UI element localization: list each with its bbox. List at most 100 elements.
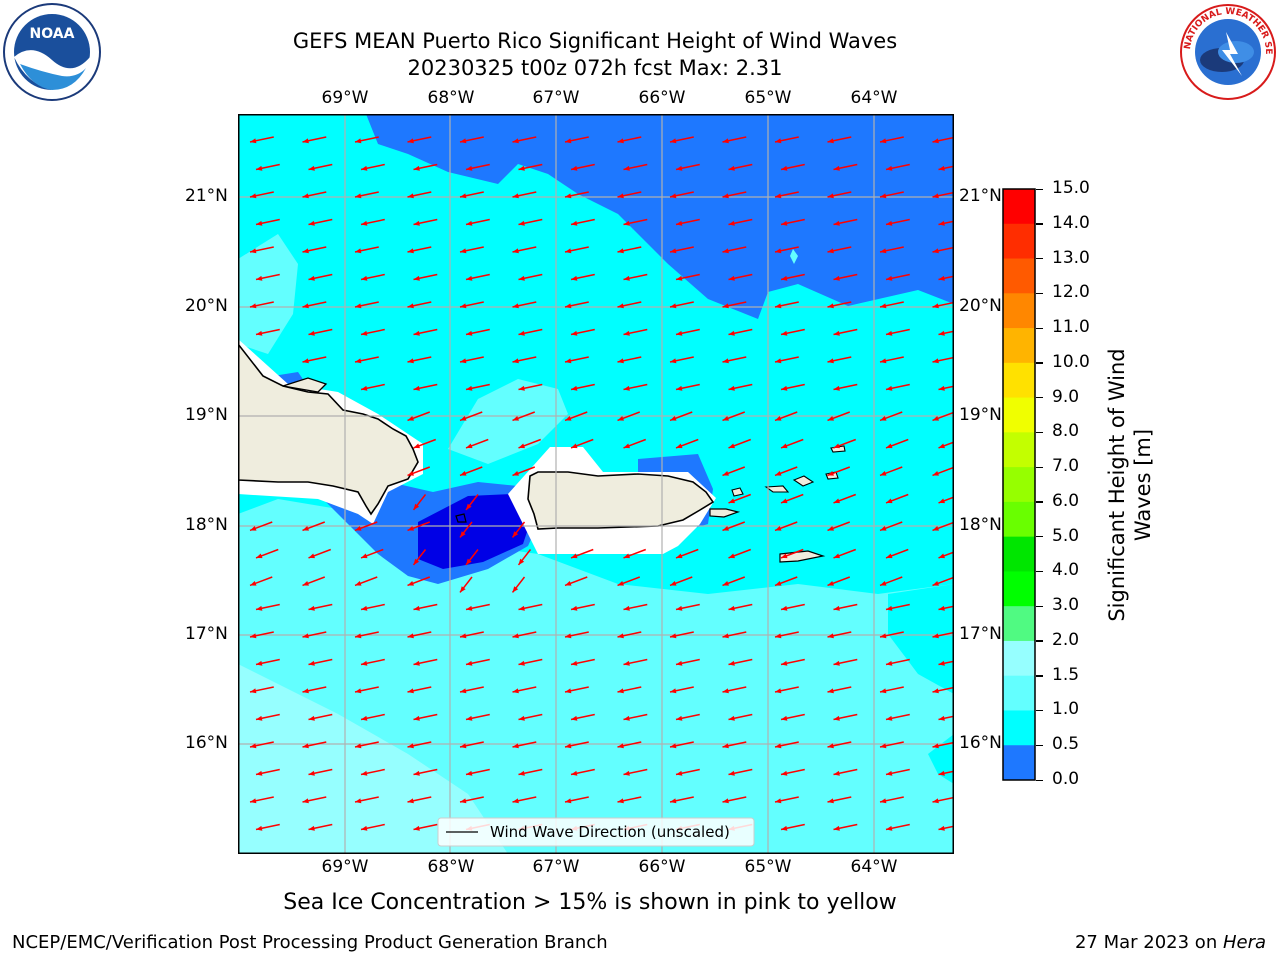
wave-arrow-head (302, 580, 309, 586)
wave-arrow-head (617, 580, 624, 586)
wave-arrow-head (518, 165, 525, 171)
wave-arrow-head (880, 248, 887, 254)
colorbar-label-line2: Waves [m] (1131, 428, 1155, 542)
colorbar-cell (1003, 223, 1035, 260)
wave-arrow-head (250, 688, 257, 694)
wave-arrow-head (512, 470, 519, 476)
wave-arrow-head (512, 688, 519, 694)
wave-arrow-head (938, 605, 945, 611)
wave-arrow-head (355, 193, 362, 199)
wave-arrow-head (827, 525, 834, 531)
wave-arrow-head (728, 275, 735, 281)
wave-arrow-head (932, 358, 939, 364)
wave-arrow-head (833, 385, 840, 391)
wave-arrow-head (355, 743, 362, 749)
lat-label: 19°N (959, 405, 1002, 425)
sea-ice-note: Sea Ice Concentration > 15% is shown in … (283, 890, 897, 915)
wave-arrow-head (565, 580, 572, 586)
wave-arrow-head (355, 633, 362, 639)
wave-arrow-head (355, 248, 362, 254)
nws-logo: NATIONAL WEATHER SERVICE (1178, 2, 1276, 100)
wave-arrow-head (565, 193, 572, 199)
wave-arrow-head (355, 688, 362, 694)
wave-arrow-head (565, 633, 572, 639)
wave-arrow-head (728, 498, 735, 504)
wave-arrow-head (413, 220, 420, 226)
wave-arrow-head (775, 798, 782, 804)
wave-arrow-head (512, 193, 519, 199)
wave-arrow-head (518, 605, 525, 611)
wave-arrow-head (518, 275, 525, 281)
wave-arrow-head (886, 385, 893, 391)
wave-arrow-head (571, 330, 578, 336)
wind-wave-direction-arrows (249, 136, 954, 831)
wave-arrow-head (565, 743, 572, 749)
colorbar-tick-mark (1036, 431, 1043, 434)
wave-arrow-head (413, 605, 420, 611)
wave-arrow-head (565, 303, 572, 309)
wave-arrow-head (932, 470, 939, 476)
wave-arrow-head (722, 580, 729, 586)
wave-arrow-head (728, 220, 735, 226)
wave-arrow-head (512, 138, 519, 144)
lon-label: 65°W (744, 857, 792, 877)
wave-arrow-head (623, 165, 630, 171)
wave-arrow-head (413, 825, 420, 831)
wave-arrow-head (518, 443, 525, 449)
wave-arrow-head (728, 660, 735, 666)
wave-arrow-head (938, 330, 945, 336)
wave-arrow-head (518, 330, 525, 336)
colorbar-tick-label: 14.0 (1052, 212, 1090, 233)
wave-arrow-head (466, 715, 473, 721)
wave-arrow-head (256, 605, 263, 611)
lon-label: 64°W (850, 857, 898, 877)
wave-arrow-head (886, 715, 893, 721)
wave-arrow-head (250, 193, 257, 199)
legend-label: Wind Wave Direction (unscaled) (490, 823, 730, 841)
wave-arrow-head (676, 385, 683, 391)
wave-arrow-head (670, 633, 677, 639)
wave-arrow-head (466, 770, 473, 776)
wave-arrow-head (512, 358, 519, 364)
wave-arrow-head (355, 580, 362, 586)
wave-arrow-head (407, 470, 414, 476)
colorbar-tick-label: 1.5 (1052, 664, 1080, 685)
lon-label: 67°W (532, 88, 580, 108)
wave-arrow-head (571, 443, 578, 449)
wave-arrow-head (308, 825, 315, 831)
lon-label: 66°W (638, 88, 686, 108)
wave-arrow-head (466, 443, 473, 449)
wave-arrow-head (460, 586, 466, 593)
wave-arrow-head (781, 660, 788, 666)
wave-arrow-head (938, 220, 945, 226)
wave-arrow-head (460, 688, 467, 694)
wave-arrow-head (460, 531, 466, 538)
colorbar-cell (1003, 258, 1035, 294)
lon-label: 67°W (532, 857, 580, 877)
wave-arrow-head (407, 248, 414, 254)
wave-arrow-head (932, 743, 939, 749)
lat-label: 20°N (185, 296, 228, 316)
wave-arrow-head (565, 415, 572, 421)
wave-arrow-head (676, 660, 683, 666)
wave-arrow-head (466, 660, 473, 666)
wave-arrow-head (623, 220, 630, 226)
colorbar-tick-label: 1.0 (1052, 699, 1080, 720)
grid-lines (238, 114, 954, 854)
wave-arrow-head (256, 165, 263, 171)
colorbar-cell (1003, 362, 1035, 399)
wave-arrow-head (361, 385, 368, 391)
wave-arrow-head (827, 470, 834, 476)
colorbar-tick-mark (1036, 466, 1043, 468)
wave-arrow-head (623, 553, 630, 559)
wave-arrow-head (302, 743, 309, 749)
wave-arrow-head (728, 330, 735, 336)
wave-arrow-head (676, 330, 683, 336)
wave-arrow-head (938, 553, 945, 559)
wave-arrow-head (775, 303, 782, 309)
colorbar-tick-label: 13.0 (1052, 247, 1090, 268)
wave-arrow-head (308, 275, 315, 281)
wave-zone-2-3 (238, 664, 508, 854)
wave-arrow-head (886, 553, 893, 559)
wave-arrow-head (676, 605, 683, 611)
